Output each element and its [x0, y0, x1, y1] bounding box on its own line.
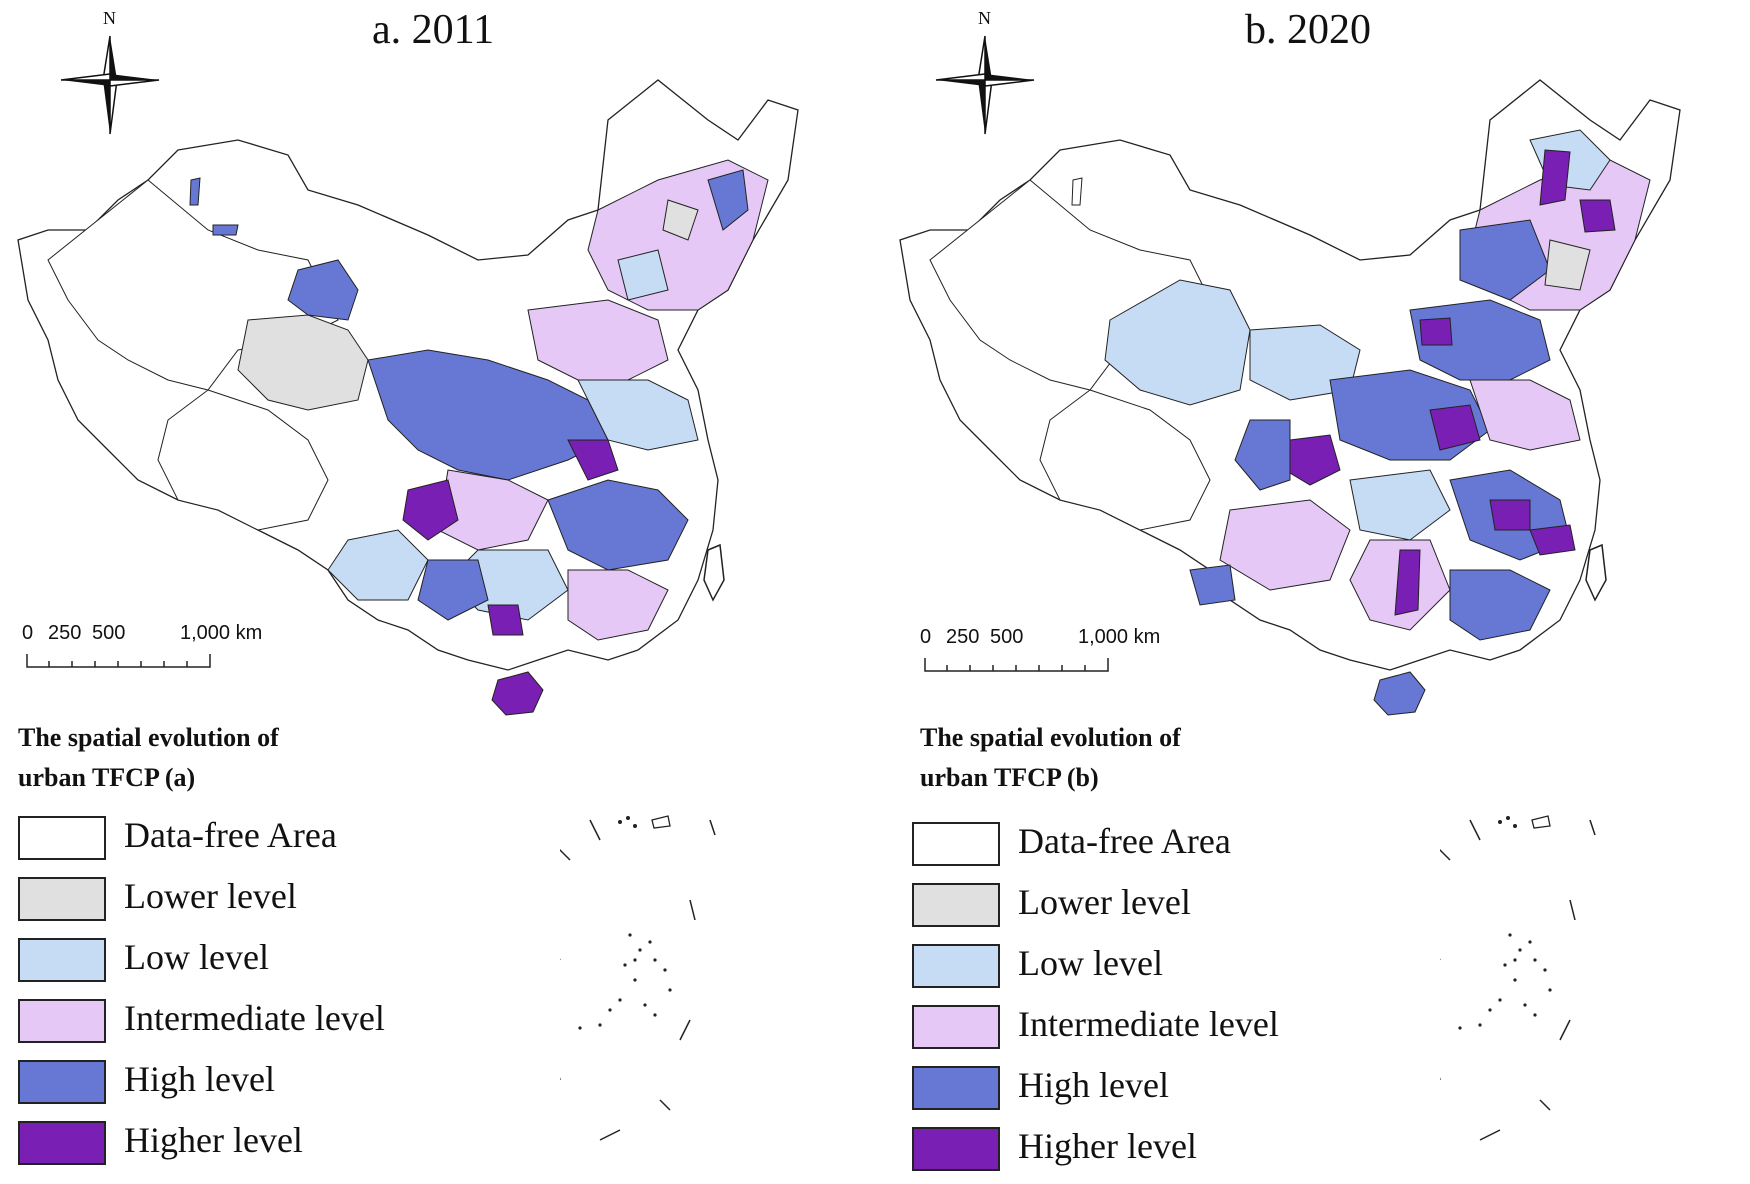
legend-item-intermediate: Intermediate level	[18, 995, 438, 1056]
legend: Data-free Area Lower level Low level Int…	[18, 812, 438, 1178]
scale-label: 500	[990, 626, 1024, 648]
legend: Data-free Area Lower level Low level Int…	[912, 818, 1332, 1184]
legend-item-data-free: Data-free Area	[18, 812, 438, 873]
legend-item-data-free: Data-free Area	[912, 818, 1332, 879]
scale-bar: 0 250 500 1,000 km	[18, 622, 262, 682]
hainan-island	[1373, 671, 1426, 716]
legend-title: The spatial evolution of urban TFCP (a)	[18, 718, 398, 798]
south-china-sea-islands	[560, 815, 716, 1141]
taiwan-island	[1585, 543, 1607, 602]
legend-title-line: urban TFCP (a)	[18, 763, 196, 792]
scale-label: 0	[920, 626, 932, 648]
map-panel-2011: a. 2011 N	[0, 0, 875, 1176]
north-arrow-icon: N	[930, 8, 1040, 138]
map-panel-2020: b. 2020 N	[890, 0, 1750, 1176]
legend-title: The spatial evolution of urban TFCP (b)	[920, 718, 1300, 798]
south-china-sea-islands	[1440, 815, 1596, 1141]
region-lower	[237, 314, 369, 411]
legend-title-line: The spatial evolution of	[18, 723, 279, 752]
taiwan-island	[703, 543, 725, 602]
legend-item-lower: Lower level	[18, 873, 438, 934]
scale-label: 1,000 km	[1078, 626, 1161, 648]
china-city-map-2020	[899, 79, 1681, 716]
legend-item-higher: Higher level	[18, 1117, 438, 1178]
scale-label: 250	[48, 622, 82, 644]
scale-label: 1,000 km	[180, 622, 263, 644]
region-low	[1104, 279, 1251, 406]
panel-title: b. 2020	[1245, 7, 1371, 53]
legend-item-high: High level	[912, 1062, 1332, 1123]
legend-item-low: Low level	[912, 940, 1332, 1001]
region-high	[287, 259, 359, 321]
china-city-map-2011	[17, 79, 799, 716]
north-label: N	[978, 8, 991, 28]
scale-label: 250	[946, 626, 980, 648]
legend-item-higher: Higher level	[912, 1123, 1332, 1184]
legend-title-line: The spatial evolution of	[920, 723, 1181, 752]
north-label: N	[103, 8, 116, 28]
legend-title-line: urban TFCP (b)	[920, 763, 1099, 792]
legend-item-high: High level	[18, 1056, 438, 1117]
scale-label: 0	[22, 622, 34, 644]
legend-item-intermediate: Intermediate level	[912, 1001, 1332, 1062]
legend-item-low: Low level	[18, 934, 438, 995]
hainan-island	[491, 671, 544, 716]
panel-title: a. 2011	[372, 7, 495, 53]
scale-bar: 0 250 500 1,000 km	[916, 626, 1160, 686]
legend-item-lower: Lower level	[912, 879, 1332, 940]
scale-label: 500	[92, 622, 126, 644]
north-arrow-icon: N	[55, 8, 165, 138]
